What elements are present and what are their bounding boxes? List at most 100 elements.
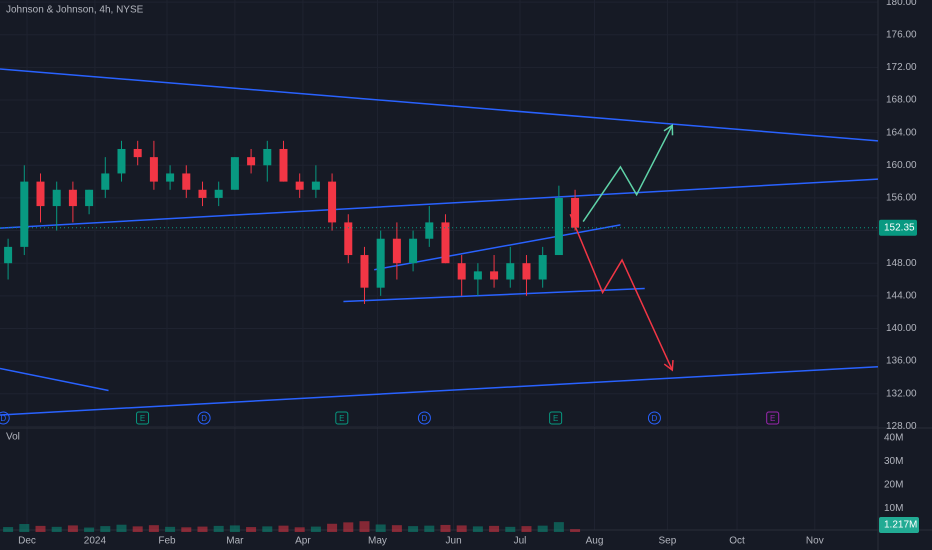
volume-bar [100, 526, 111, 532]
candle-body [311, 181, 320, 190]
arrow [582, 124, 673, 223]
candle-body [182, 173, 191, 190]
event-label: D [652, 414, 658, 423]
candle-body [457, 263, 466, 280]
candle-body [538, 255, 547, 280]
candle-body [279, 148, 288, 182]
volume-bar [553, 522, 564, 532]
last-price-label: 152.35 [884, 222, 915, 233]
volume-tick-label: 20M [884, 480, 903, 491]
trendline [0, 367, 109, 392]
candle-body [166, 173, 175, 182]
volume-bar [51, 526, 62, 532]
volume-bar [213, 525, 224, 532]
candle-body [52, 189, 61, 207]
candle-body [36, 181, 45, 207]
candle-body [392, 238, 401, 264]
volume-bar [67, 525, 78, 532]
volume-tick-label: 10M [884, 503, 903, 514]
candle-body [473, 271, 482, 280]
event-marker [647, 411, 661, 425]
volume-bar [181, 527, 192, 532]
last-price-box [879, 219, 917, 236]
volume-bar [294, 527, 305, 532]
x-tick-label: Sep [659, 536, 677, 547]
x-tick-label: Apr [295, 536, 311, 547]
candle-body [295, 181, 304, 190]
candle-body [409, 238, 418, 264]
candle-body [85, 189, 94, 207]
candle-body [198, 189, 207, 198]
y-tick-label: 164.00 [886, 127, 917, 138]
volume-bar [3, 527, 14, 532]
volume-bar [310, 526, 321, 532]
y-tick-label: 140.00 [886, 323, 917, 334]
x-tick-label: Feb [158, 536, 176, 547]
trendline [343, 287, 645, 303]
event-marker [549, 411, 563, 425]
chart-title: Johnson & Johnson, 4h, NYSE [6, 5, 144, 16]
volume-bar [505, 526, 516, 532]
candle-body [571, 197, 580, 228]
volume-bar [440, 524, 451, 532]
candle-body [522, 263, 531, 280]
volume-bar [570, 529, 581, 532]
volume-tick-label: 40M [884, 433, 903, 444]
volume-bar [197, 526, 208, 532]
candle-body [344, 222, 353, 256]
event-label: E [770, 414, 775, 423]
volume-bar [408, 526, 419, 532]
x-tick-label: Jun [446, 536, 462, 547]
event-label: D [422, 414, 428, 423]
y-tick-label: 144.00 [886, 290, 917, 301]
event-marker [335, 411, 349, 425]
volume-bar [278, 525, 289, 532]
arrow [569, 213, 673, 371]
volume-bar [327, 523, 338, 532]
candle-body [506, 263, 515, 280]
volume-bar [35, 525, 46, 532]
candle-body [554, 197, 563, 256]
volume-bar [391, 525, 402, 532]
volume-bar [375, 524, 386, 532]
volume-bar [165, 526, 176, 532]
x-tick-label: Aug [586, 536, 604, 547]
y-tick-label: 172.00 [886, 62, 917, 73]
grid [0, 0, 878, 530]
candle-body [247, 157, 256, 166]
candle-body [360, 255, 369, 288]
volume-bar [537, 525, 548, 532]
y-tick-label: 176.00 [886, 29, 917, 40]
volume-bar [132, 526, 143, 532]
x-tick-label: Jul [514, 536, 527, 547]
x-tick-label: May [368, 536, 387, 547]
event-label: E [339, 414, 344, 423]
event-label: D [201, 414, 207, 423]
event-label: D [0, 414, 6, 423]
y-tick-label: 168.00 [886, 95, 917, 106]
arrow-head [663, 360, 674, 372]
last-volume-box [879, 517, 919, 533]
candle-body [4, 246, 13, 264]
candle-body [101, 173, 110, 190]
candle-body [230, 157, 239, 190]
last-volume-label: 1.217M [884, 520, 917, 531]
event-marker [136, 411, 150, 425]
volume-bar [229, 525, 240, 532]
candle-body [20, 181, 29, 247]
x-tick-label: Dec [18, 536, 36, 547]
y-tick-label: 128.00 [886, 421, 917, 432]
candle-body [263, 148, 272, 166]
candle-body [214, 189, 223, 198]
volume-bar [343, 522, 354, 532]
y-tick-label: 156.00 [886, 193, 917, 204]
trendline [0, 366, 879, 416]
volume-bar [19, 524, 30, 532]
volume-bar [359, 521, 370, 532]
y-tick-label: 148.00 [886, 258, 917, 269]
volume-bar [489, 525, 500, 532]
volume-bar [456, 525, 467, 532]
candle-body [376, 238, 385, 288]
candle-body [441, 222, 450, 264]
